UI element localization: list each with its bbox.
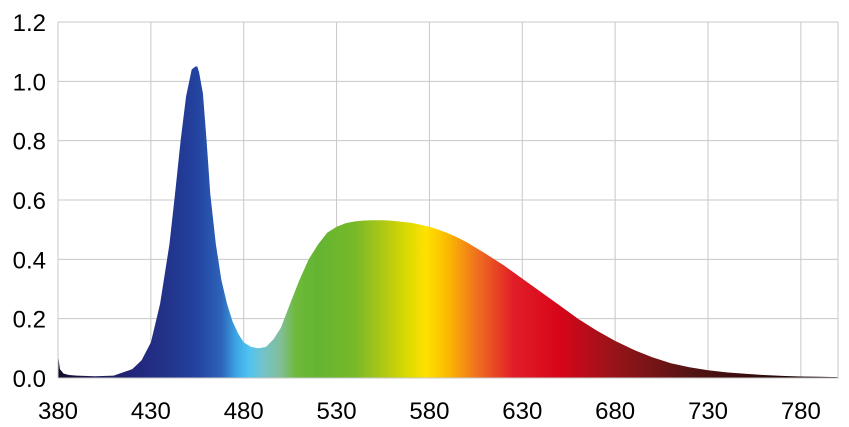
x-tick-label: 730 xyxy=(688,398,728,425)
spectrum-series-area xyxy=(58,66,838,378)
tick-labels: 380 430 480 530 580 630 680 730 780 0.0 0.2 0.4 0.6 0… xyxy=(13,10,821,425)
y-tick-label: 1.0 xyxy=(13,69,46,96)
x-tick-label: 430 xyxy=(131,398,171,425)
spectrum-area xyxy=(58,66,838,378)
plot-frame xyxy=(57,21,839,379)
y-tick-label: 0.6 xyxy=(13,188,46,215)
x-tick-label: 580 xyxy=(409,398,449,425)
y-tick-label: 0.8 xyxy=(13,129,46,156)
x-tick-label: 680 xyxy=(595,398,635,425)
x-tick-label: 780 xyxy=(781,398,821,425)
x-tick-label: 530 xyxy=(317,398,357,425)
y-tick-label: 0.0 xyxy=(13,366,46,393)
y-tick-label: 0.4 xyxy=(13,247,46,274)
x-tick-label: 480 xyxy=(224,398,264,425)
y-tick-label: 1.2 xyxy=(13,10,46,37)
y-tick-label: 0.2 xyxy=(13,307,46,334)
x-tick-label: 380 xyxy=(38,398,78,425)
x-tick-label: 630 xyxy=(502,398,542,425)
